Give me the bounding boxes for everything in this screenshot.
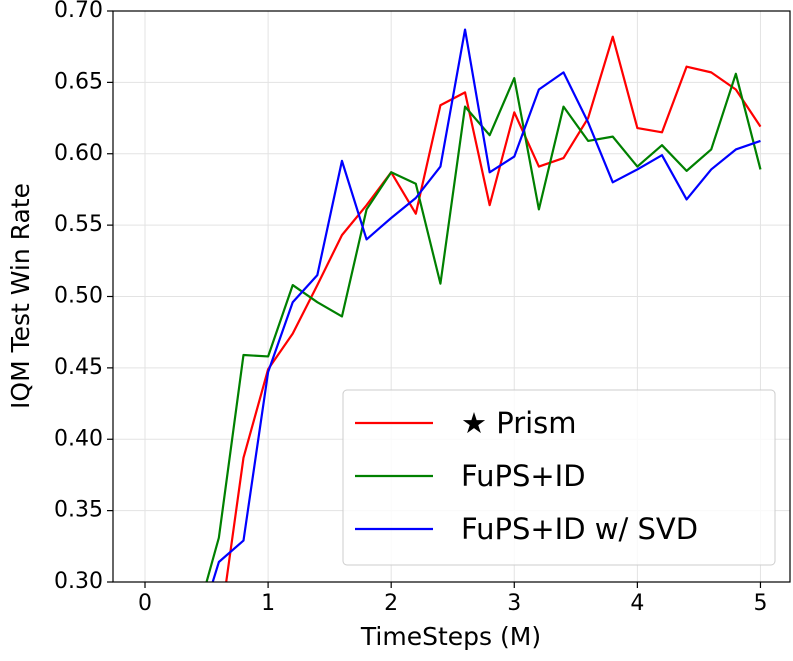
x-tick-label: 2 — [384, 591, 398, 616]
x-tick-label: 1 — [261, 591, 275, 616]
x-tick-label: 5 — [753, 591, 767, 616]
legend-box — [342, 389, 776, 566]
y-tick-label: 0.40 — [54, 426, 103, 451]
series-line — [205, 72, 762, 582]
legend-label: FuPS+ID — [461, 459, 586, 493]
y-tick-label: 0.60 — [54, 141, 103, 166]
x-tick-label: 0 — [138, 591, 152, 616]
legend: ★ Prism FuPS+ID FuPS+ID w/ SVD — [342, 389, 776, 566]
y-tick-label: 0.65 — [54, 69, 103, 94]
y-tick-label: 0.45 — [54, 355, 103, 380]
plot-area — [205, 28, 762, 582]
axes: 0.30 0.35 0.40 0.45 0.50 0.55 0.60 0.65 0.70 0 1 2 3… — [54, 0, 767, 616]
y-axis-label: IQM Test Win Rate — [6, 183, 35, 409]
y-tick-label: 0.50 — [54, 284, 103, 309]
legend-label: ★ Prism — [461, 406, 577, 440]
series-line — [211, 28, 761, 582]
legend-label: FuPS+ID w/ SVD — [461, 512, 698, 546]
y-tick-label: 0.30 — [54, 569, 103, 594]
series-line — [225, 35, 762, 582]
y-tick-label: 0.70 — [54, 0, 103, 23]
x-tick-label: 4 — [630, 591, 644, 616]
x-tick-label: 3 — [507, 591, 521, 616]
x-axis-label: TimeSteps (M) — [360, 622, 541, 651]
y-tick-label: 0.35 — [54, 498, 103, 523]
y-tick-label: 0.55 — [54, 212, 103, 237]
